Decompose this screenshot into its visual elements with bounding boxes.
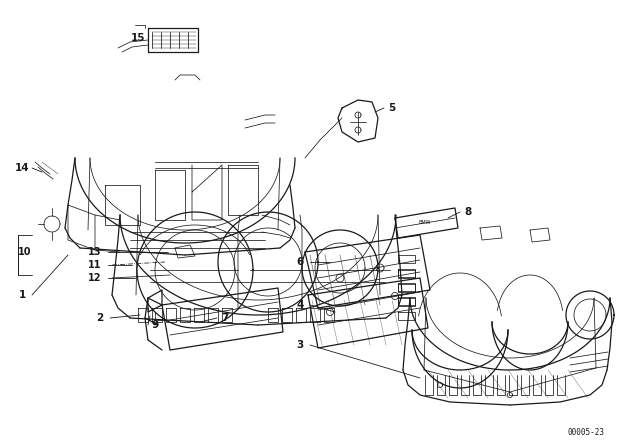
- Text: BMW: BMW: [419, 220, 431, 224]
- Text: 10: 10: [18, 247, 31, 257]
- Text: 8: 8: [465, 207, 472, 217]
- Text: 2: 2: [97, 313, 104, 323]
- Text: 11: 11: [88, 260, 102, 270]
- Text: 6: 6: [296, 257, 303, 267]
- Text: 3: 3: [296, 340, 303, 350]
- Text: 00005-23: 00005-23: [568, 427, 605, 436]
- Text: 14: 14: [15, 163, 29, 173]
- Text: 1: 1: [19, 290, 26, 300]
- Text: 13: 13: [88, 247, 102, 257]
- Text: 15: 15: [131, 33, 145, 43]
- Text: 5: 5: [388, 103, 396, 113]
- Text: 7: 7: [221, 313, 228, 323]
- Text: 4: 4: [296, 300, 304, 310]
- Text: 9: 9: [152, 320, 159, 330]
- Text: 12: 12: [88, 273, 102, 283]
